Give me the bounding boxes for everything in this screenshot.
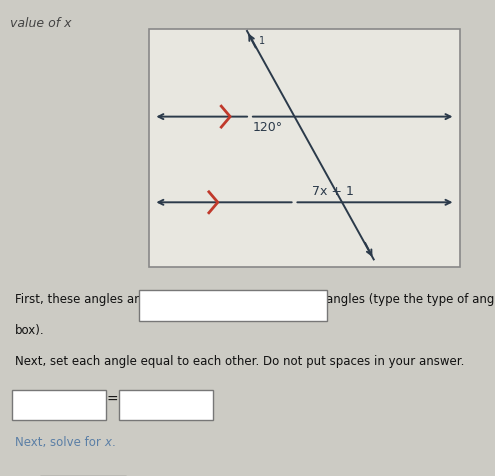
Text: x: x <box>104 436 111 448</box>
FancyBboxPatch shape <box>139 290 327 321</box>
FancyBboxPatch shape <box>119 390 213 420</box>
Text: box).: box). <box>15 324 45 337</box>
Text: Next, solve for: Next, solve for <box>15 436 104 448</box>
Text: First, these angles are: First, these angles are <box>15 293 146 306</box>
Text: value of x: value of x <box>10 17 71 30</box>
Text: Next, set each angle equal to each other. Do not put spaces in your answer.: Next, set each angle equal to each other… <box>15 355 464 367</box>
Text: 1: 1 <box>259 36 265 46</box>
Text: 120°: 120° <box>252 121 283 134</box>
FancyBboxPatch shape <box>12 390 106 420</box>
Text: =: = <box>106 393 118 407</box>
Text: .: . <box>111 436 115 448</box>
Text: 7x + 1: 7x + 1 <box>312 185 354 198</box>
Bar <box>148 29 460 267</box>
Text: angles (type the type of angl: angles (type the type of angl <box>326 293 495 306</box>
